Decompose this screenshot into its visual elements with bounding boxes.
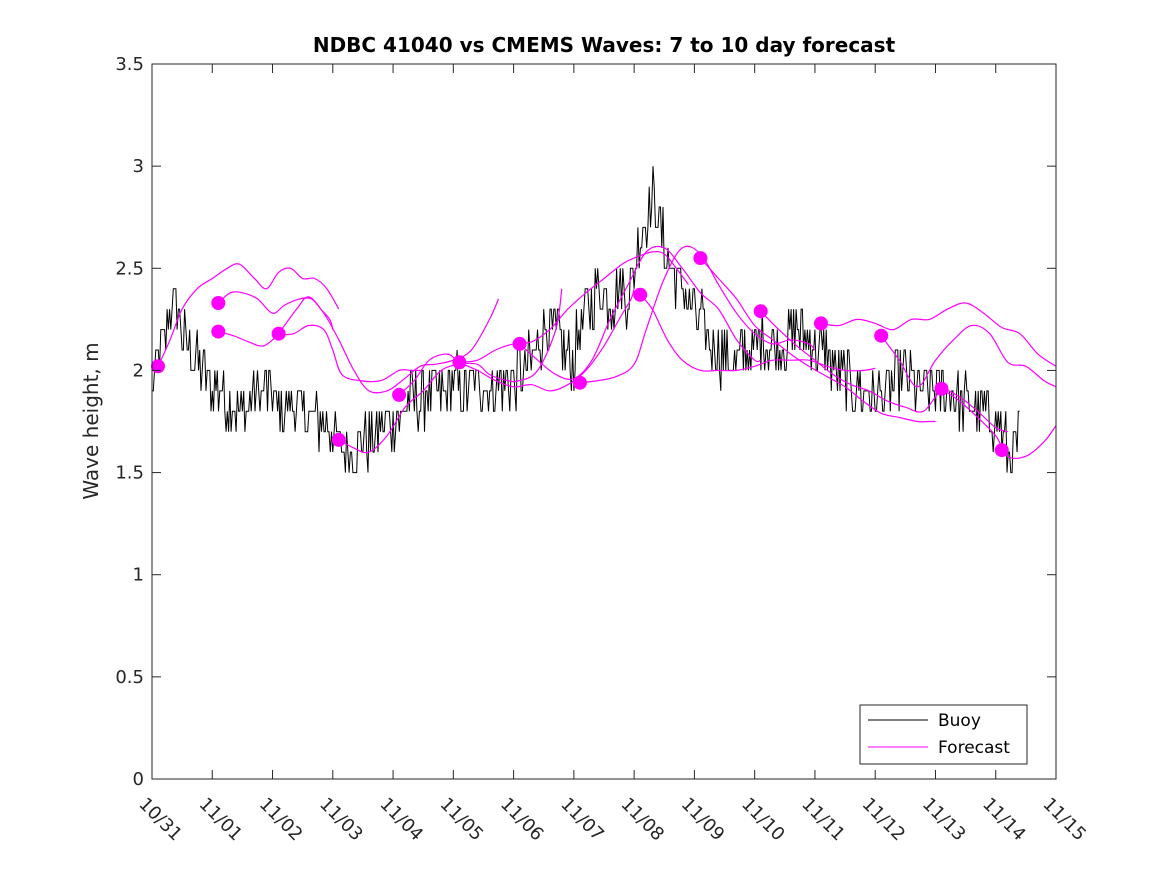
forecast-initial-point — [572, 375, 587, 390]
plot-area — [152, 64, 1056, 779]
forecast-run-line-7 — [459, 250, 689, 363]
forecast-initial-point — [271, 326, 286, 341]
forecast-run-line-11 — [699, 257, 936, 423]
forecast-initial-point — [151, 359, 165, 374]
legend-box — [859, 704, 1028, 765]
legend: Buoy Forecast — [859, 704, 1028, 765]
forecast-run-line-8 — [519, 245, 761, 381]
y-tick-label: 1 — [133, 565, 144, 586]
forecast-initial-point — [331, 432, 346, 447]
forecast-run-line-1 — [157, 263, 340, 367]
legend-forecast-label: Forecast — [938, 738, 1010, 758]
y-tick-label: 2.5 — [115, 258, 144, 279]
forecast-run-line-6 — [398, 288, 635, 396]
legend-buoy-label: Buoy — [938, 711, 981, 731]
forecast-run-line-3 — [218, 324, 421, 383]
forecast-initial-point — [994, 443, 1009, 458]
y-tick-label: 0 — [133, 769, 144, 790]
y-tick-label: 0.5 — [115, 667, 144, 688]
y-tick-label: 2 — [133, 360, 144, 381]
forecast-initial-point — [934, 381, 949, 396]
forecast-initial-point — [512, 336, 527, 351]
forecast-initial-point — [633, 287, 648, 302]
forecast-initial-point — [693, 251, 708, 266]
forecast-run-line-13 — [820, 302, 1056, 367]
forecast-run-line-4 — [278, 296, 500, 394]
y-axis-label: Wave height, m — [79, 342, 103, 499]
forecast-run-line-14 — [880, 324, 1056, 388]
buoy-series-line — [152, 166, 1020, 474]
forecast-run-line-12 — [760, 310, 1008, 433]
chart-title: NDBC 41040 vs CMEMS Waves: 7 to 10 day f… — [313, 33, 896, 57]
y-tick-label: 1.5 — [115, 463, 144, 484]
forecast-initial-point — [392, 387, 407, 402]
forecast-initial-point — [211, 324, 226, 339]
y-tick-label: 3 — [133, 156, 144, 177]
forecast-initial-point — [753, 304, 768, 319]
forecast-initial-point — [452, 355, 467, 370]
forecast-initial-point — [814, 316, 828, 331]
axes-box — [151, 63, 1057, 780]
forecast-run-line-10 — [639, 294, 876, 372]
forecast-initial-point — [874, 328, 889, 343]
forecast-initial-point — [211, 296, 226, 310]
y-tick-label: 3.5 — [115, 54, 144, 75]
plot-content — [151, 166, 1056, 474]
